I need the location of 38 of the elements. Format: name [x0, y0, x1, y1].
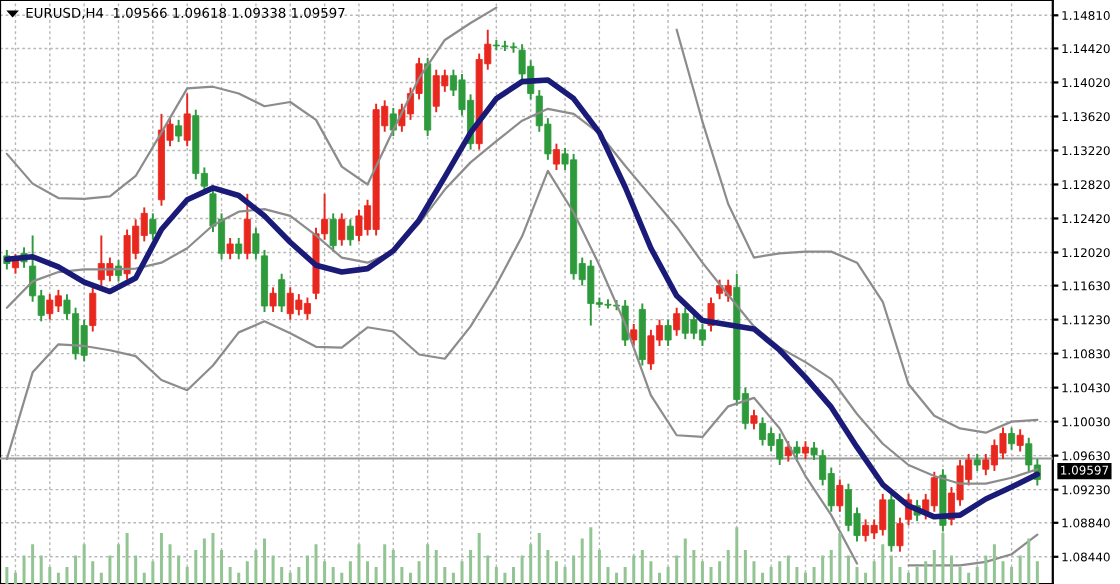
candlestick — [698, 322, 706, 347]
candlestick — [226, 237, 234, 261]
candlestick — [750, 408, 758, 431]
candlestick — [759, 416, 767, 447]
candlestick — [673, 306, 681, 337]
candlestick — [999, 426, 1007, 461]
candlestick — [664, 318, 672, 347]
candlestick — [355, 209, 363, 243]
candlestick — [1025, 436, 1033, 472]
candlestick — [930, 470, 938, 513]
candlestick — [338, 212, 346, 247]
candlestick — [235, 237, 243, 261]
candlestick — [690, 312, 698, 341]
candlestick — [836, 478, 844, 513]
candlestick — [329, 212, 337, 253]
candlestick — [149, 212, 157, 241]
candlestick — [183, 92, 191, 148]
candlestick — [303, 296, 311, 321]
candlestick — [278, 272, 286, 313]
candlestick — [346, 218, 354, 247]
candlestick — [243, 192, 251, 261]
candlestick — [1008, 426, 1016, 451]
candlestick — [552, 142, 560, 171]
candlestick — [647, 328, 655, 371]
candlestick — [89, 286, 97, 333]
candlestick — [175, 118, 183, 143]
candlestick — [887, 492, 895, 553]
candlestick — [269, 286, 277, 313]
candlestick — [896, 516, 904, 553]
candlestick — [295, 293, 303, 317]
candlestick — [252, 226, 260, 261]
candlestick — [716, 278, 724, 301]
candlestick — [54, 288, 62, 313]
candlestick — [862, 518, 870, 543]
candlestick — [46, 293, 54, 321]
candlestick — [1016, 428, 1024, 453]
candlestick — [630, 322, 638, 347]
candlestick — [123, 228, 131, 281]
